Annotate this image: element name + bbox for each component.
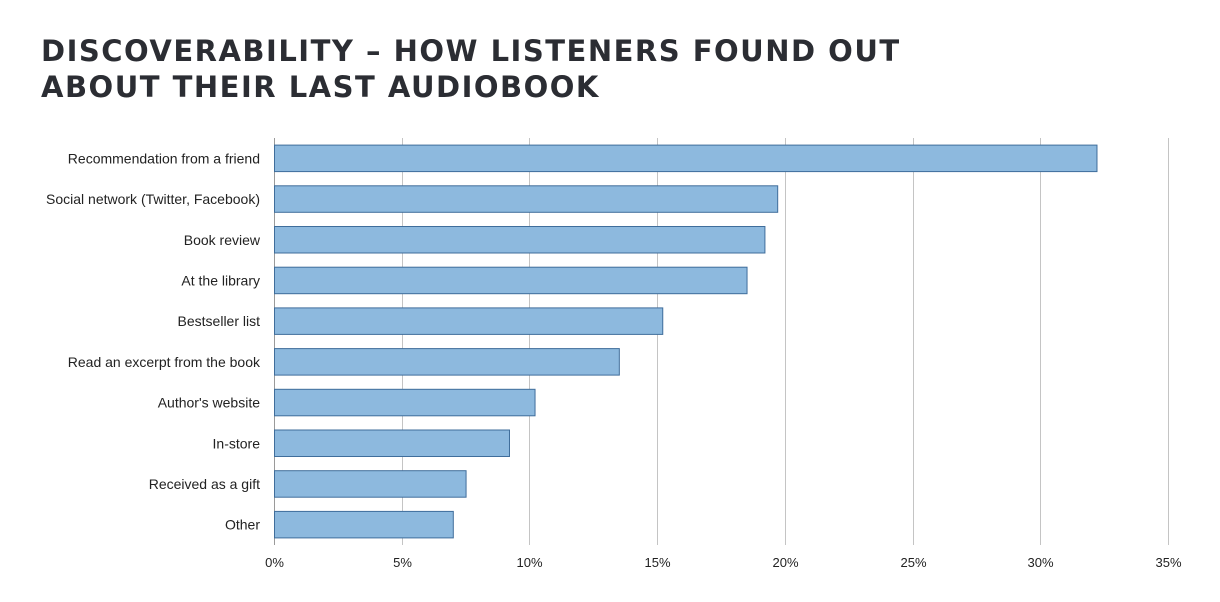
bar	[274, 429, 510, 457]
bars	[274, 144, 1098, 539]
x-tick-label: 30%	[1027, 555, 1053, 570]
category-label: Social network (Twitter, Facebook)	[46, 191, 260, 207]
x-tick-labels: 0% 5% 10% 15% 20% 25% 30% 35%	[265, 555, 1182, 570]
category-label: In-store	[213, 435, 261, 451]
bar	[274, 470, 467, 498]
x-tick-label: 5%	[393, 555, 412, 570]
bar	[274, 388, 536, 417]
category-label: Author's website	[158, 395, 260, 411]
x-tick-label: 10%	[516, 555, 542, 570]
x-tick-label: 25%	[900, 555, 926, 570]
x-tick-label: 0%	[265, 555, 284, 570]
bar	[274, 185, 779, 213]
category-label: Bestseller list	[178, 313, 261, 329]
bar	[274, 510, 454, 539]
x-tick-label: 35%	[1155, 555, 1181, 570]
x-tick-label: 20%	[772, 555, 798, 570]
category-labels: Recommendation from a friend Social netwo…	[46, 150, 261, 532]
category-label: Other	[225, 517, 260, 533]
category-label: At the library	[181, 272, 260, 288]
bar	[274, 348, 620, 376]
category-label: Recommendation from a friend	[68, 150, 260, 166]
x-tick-label: 15%	[644, 555, 670, 570]
category-label: Book review	[184, 232, 261, 248]
bar	[274, 144, 1098, 173]
bar	[274, 226, 766, 254]
chart-title-line-2: ABOUT THEIR LAST AUDIOBOOK	[41, 70, 600, 104]
bar	[274, 266, 748, 295]
chart-title: DISCOVERABILITY – HOW LISTENERS FOUND OU…	[41, 33, 901, 105]
category-label: Read an excerpt from the book	[68, 354, 261, 370]
bar	[274, 307, 664, 335]
chart-title-line-1: DISCOVERABILITY – HOW LISTENERS FOUND OU…	[41, 34, 901, 68]
category-label: Received as a gift	[149, 476, 260, 492]
